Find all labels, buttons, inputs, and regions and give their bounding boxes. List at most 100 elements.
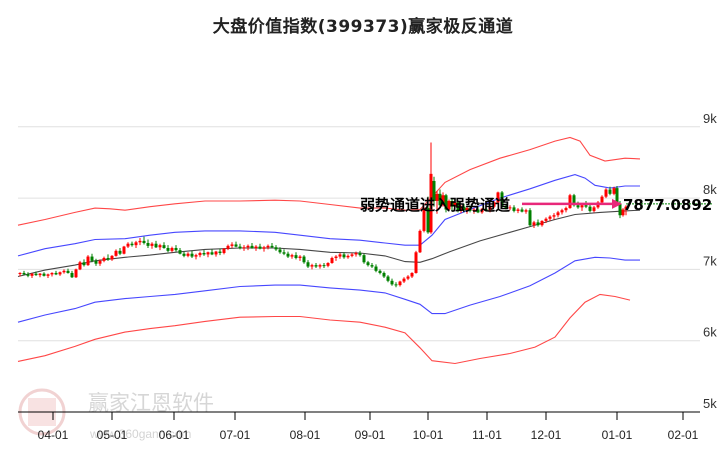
candle (166, 245, 170, 253)
candle (374, 264, 378, 273)
arrow-head-icon (612, 198, 622, 209)
candle (358, 250, 362, 257)
x-tick-label: 04-01 (38, 428, 69, 442)
candle (122, 245, 126, 255)
candle (162, 242, 166, 249)
x-tick-label: 05-01 (97, 428, 128, 442)
candle (210, 249, 214, 256)
candle (258, 243, 262, 250)
candle (552, 213, 556, 220)
gridlines (18, 126, 700, 342)
candle (58, 271, 62, 276)
candle (432, 176, 436, 207)
chart-title: 大盘价值指数(399373)赢家极反通道 (212, 17, 514, 37)
candle (318, 263, 322, 269)
candle (592, 205, 596, 213)
x-tick-label: 09-01 (355, 428, 386, 442)
candle (362, 253, 366, 264)
watermark-url: www.360gann.com (89, 427, 191, 441)
candle (496, 191, 500, 204)
candle (390, 278, 394, 286)
candle (504, 203, 508, 210)
candle (435, 190, 439, 214)
last-price-label: 7877.0892 (623, 196, 712, 214)
candle (70, 270, 74, 278)
candle (202, 250, 206, 256)
candle (604, 188, 608, 199)
candle (78, 260, 82, 271)
candle (444, 193, 448, 213)
candle (62, 269, 66, 274)
candle (290, 253, 294, 259)
candle (182, 251, 186, 258)
candle (484, 205, 488, 212)
candle (142, 236, 146, 245)
outer_lower-line (17, 293, 631, 365)
watermark-brand: 赢家江恩软件 (88, 391, 214, 415)
candle (314, 262, 318, 268)
candle (170, 246, 174, 253)
candle (98, 259, 102, 266)
candle (38, 272, 42, 278)
mid_line-line (17, 209, 641, 278)
candle (306, 260, 310, 268)
candle (588, 203, 592, 213)
candle (206, 251, 210, 258)
candle (262, 245, 266, 252)
candle (34, 271, 38, 276)
x-tick-label: 08-01 (290, 428, 321, 442)
candle (438, 189, 442, 209)
candle (234, 241, 238, 248)
candle (246, 244, 250, 251)
candle (110, 255, 114, 261)
candle (528, 208, 532, 227)
candle (524, 208, 528, 214)
candle (418, 229, 422, 254)
candle (106, 254, 110, 261)
candle (612, 186, 616, 196)
candle (254, 245, 258, 251)
candle (66, 268, 70, 274)
candle (382, 271, 386, 278)
candle (150, 242, 154, 249)
candle (42, 272, 46, 277)
candle (608, 186, 612, 196)
annotations: 弱势通道进入强势通道 7877.0892 (360, 196, 712, 214)
x-tick-label: 06-01 (159, 428, 190, 442)
candle (560, 208, 564, 215)
candle (468, 205, 472, 213)
candle (465, 206, 469, 214)
candle (568, 193, 572, 209)
candle (354, 251, 358, 257)
candle (326, 262, 330, 268)
candle (406, 275, 410, 281)
candle (198, 251, 202, 258)
candle (154, 240, 158, 249)
candle (242, 245, 246, 251)
candle (350, 253, 354, 258)
channel-annotation: 弱势通道进入强势通道 (360, 196, 510, 214)
candle (134, 240, 138, 249)
candle (82, 259, 86, 267)
candle (218, 248, 222, 256)
inner_lower-line (17, 256, 640, 323)
candle (50, 272, 54, 277)
candle (270, 243, 274, 249)
candle (118, 248, 122, 256)
candle (250, 243, 254, 249)
candle (520, 207, 524, 213)
candle (472, 208, 476, 214)
candle (366, 260, 370, 267)
candle (500, 190, 504, 209)
candle (476, 206, 480, 214)
candle (462, 203, 466, 213)
candle (370, 262, 374, 268)
candle (447, 199, 451, 211)
candle (22, 270, 26, 276)
candle (174, 245, 178, 252)
candle (222, 248, 226, 255)
y-tick-label: 8k (703, 182, 717, 197)
candle (18, 272, 22, 277)
candle (302, 255, 306, 264)
